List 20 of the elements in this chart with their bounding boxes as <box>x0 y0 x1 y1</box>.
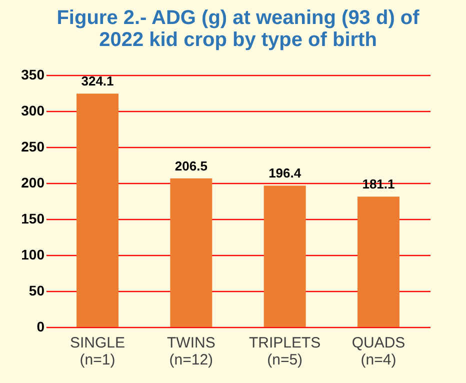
x-tick-label: TWINS (n=12) <box>167 334 216 368</box>
bar <box>264 186 306 327</box>
y-tick-label: 200 <box>21 174 45 190</box>
x-tick-label: SINGLE (n=1) <box>70 334 126 368</box>
data-label: 196.4 <box>268 166 302 181</box>
chart-title: Figure 2.- ADG (g) at weaning (93 d) of 2022 kid crop by type of birth <box>56 7 420 51</box>
y-tick-label: 50 <box>28 282 45 298</box>
bar <box>357 196 400 327</box>
y-tick-label: 0 <box>36 318 45 334</box>
x-tick-label: TRIPLETS (n=5) <box>248 334 321 368</box>
bar <box>170 178 212 327</box>
y-tick-label: 100 <box>21 246 45 262</box>
bar <box>76 94 119 327</box>
y-tick-label: 250 <box>21 138 45 154</box>
y-tick-label: 150 <box>21 210 45 226</box>
x-tick-label: QUADS (n=4) <box>352 334 406 368</box>
y-tick-label: 300 <box>21 102 45 118</box>
y-tick-label: 350 <box>21 66 45 82</box>
data-label: 324.1 <box>81 74 114 89</box>
data-label: 206.5 <box>174 158 208 174</box>
